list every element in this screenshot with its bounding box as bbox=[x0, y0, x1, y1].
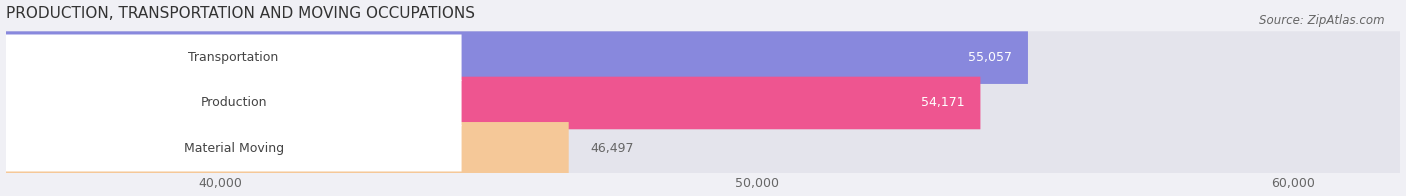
FancyBboxPatch shape bbox=[6, 80, 461, 126]
FancyBboxPatch shape bbox=[6, 77, 1400, 129]
FancyBboxPatch shape bbox=[6, 122, 568, 175]
FancyBboxPatch shape bbox=[6, 31, 1400, 84]
Text: PRODUCTION, TRANSPORTATION AND MOVING OCCUPATIONS: PRODUCTION, TRANSPORTATION AND MOVING OC… bbox=[6, 5, 475, 21]
FancyBboxPatch shape bbox=[6, 77, 980, 129]
Text: 55,057: 55,057 bbox=[967, 51, 1012, 64]
FancyBboxPatch shape bbox=[6, 31, 1028, 84]
FancyBboxPatch shape bbox=[6, 125, 461, 172]
FancyBboxPatch shape bbox=[6, 34, 461, 81]
Text: Material Moving: Material Moving bbox=[184, 142, 284, 155]
Text: 46,497: 46,497 bbox=[591, 142, 634, 155]
Text: Transportation: Transportation bbox=[188, 51, 278, 64]
Text: Source: ZipAtlas.com: Source: ZipAtlas.com bbox=[1260, 14, 1385, 27]
Text: 54,171: 54,171 bbox=[921, 96, 965, 110]
FancyBboxPatch shape bbox=[6, 122, 1400, 175]
Text: Production: Production bbox=[200, 96, 267, 110]
